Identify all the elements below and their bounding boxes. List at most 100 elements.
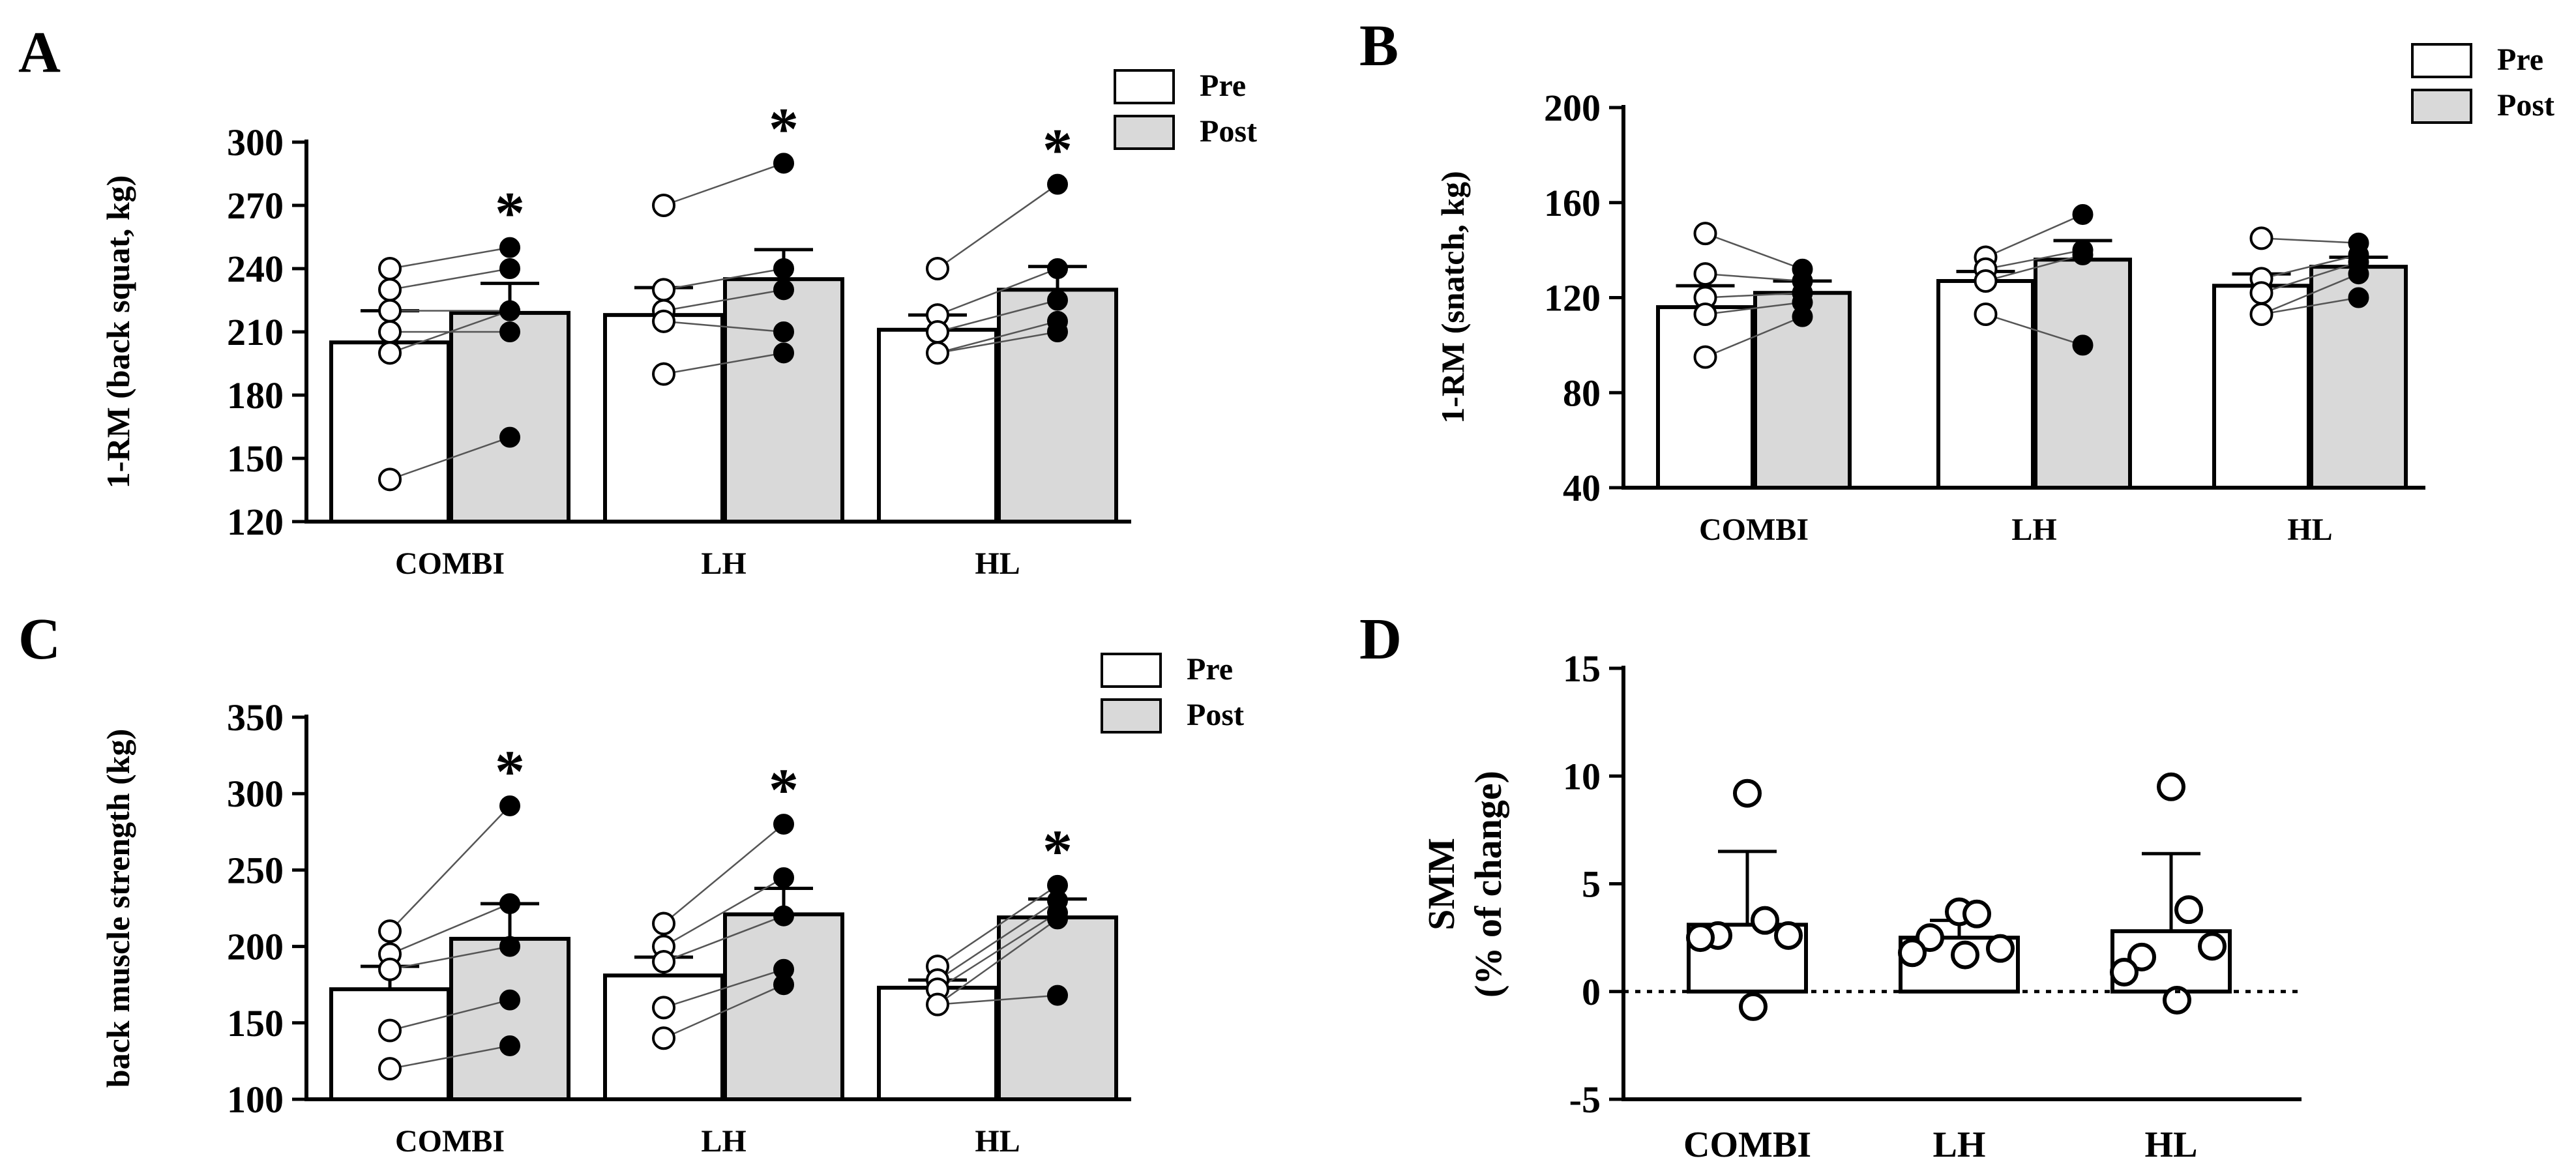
y-tick-label: 240	[227, 248, 284, 290]
bar-post	[997, 915, 1118, 1101]
subject-line	[1705, 291, 1803, 299]
post-point	[773, 867, 794, 889]
subject-line	[1705, 301, 1803, 316]
post-point	[499, 936, 520, 957]
legend-pre-swatch	[2411, 43, 2472, 78]
subject-line	[937, 884, 1058, 968]
post-point	[773, 279, 794, 301]
bar-post	[2034, 258, 2132, 490]
post-point	[499, 893, 520, 914]
x-tick-label: COMBI	[1699, 512, 1809, 547]
y-tick-label: 40	[1563, 467, 1601, 509]
post-point	[2348, 263, 2369, 285]
subject-line	[937, 912, 1058, 990]
post-point	[499, 1035, 520, 1056]
subject-line	[663, 320, 784, 333]
y-tick-label: 200	[1544, 87, 1601, 129]
x-tick-label: HL	[2287, 512, 2332, 547]
y-tick-label: 150	[227, 1002, 284, 1045]
subject-line	[663, 352, 784, 375]
x-tick-label: COMBI	[1683, 1125, 1811, 1165]
panel-c-letter: C	[18, 607, 61, 672]
smm-point	[2174, 895, 2203, 925]
post-point	[2072, 334, 2094, 356]
y-tick-label: 300	[227, 121, 284, 164]
y-tick-label: 120	[1544, 277, 1601, 319]
legend-pre-swatch	[1101, 653, 1162, 688]
post-point	[773, 258, 794, 279]
post-point	[1047, 289, 1068, 311]
legend-pre-label: Pre	[1187, 652, 1233, 687]
subject-line	[2261, 261, 2359, 294]
subject-line	[937, 994, 1058, 1005]
pre-point	[652, 912, 675, 936]
pre-point	[652, 1026, 675, 1050]
smm-point	[1898, 938, 1927, 968]
subject-line	[663, 289, 784, 312]
y-axis-label: SMM	[1420, 838, 1462, 930]
x-tick-label: LH	[1933, 1125, 1986, 1165]
bar-post	[723, 277, 844, 524]
subject-line	[663, 984, 784, 1039]
pre-point	[378, 467, 402, 492]
subject-line	[389, 902, 511, 955]
subject-line	[1985, 213, 2084, 258]
panel-c-chart: C 100 150 200 250 300 350 back muscle strength…	[18, 607, 1244, 1159]
y-tick-label: 15	[1563, 647, 1601, 690]
pre-point	[652, 278, 675, 302]
smm-point	[1739, 992, 1768, 1021]
smm-point	[1733, 778, 1762, 808]
y-tick-label: 300	[227, 773, 284, 815]
pre-point	[652, 309, 675, 333]
smm-point	[1951, 940, 1979, 970]
subject-line	[2261, 273, 2359, 316]
x-tick-label: HL	[2145, 1125, 2198, 1165]
post-point	[499, 258, 520, 279]
subject-line	[663, 823, 784, 925]
pre-point	[1693, 345, 1717, 369]
post-point	[499, 321, 520, 342]
subject-line	[1985, 313, 2083, 346]
y-tick-label: 80	[1563, 372, 1601, 414]
subject-line	[1705, 232, 1803, 270]
y-tick-label: 200	[227, 926, 284, 968]
smm-point	[2198, 932, 2227, 961]
bar-pre	[1656, 305, 1754, 490]
x-tick-label: COMBI	[395, 1124, 505, 1159]
pre-point	[378, 957, 402, 981]
post-point	[2072, 244, 2094, 265]
subject-line	[937, 183, 1058, 270]
legend-post-swatch	[2411, 89, 2472, 124]
panel-a-chart: A 120 150 180 210 240 270 300 1-RM (back squat,…	[18, 20, 1257, 581]
post-point	[1047, 258, 1068, 279]
post-point	[499, 426, 520, 448]
post-point	[1047, 321, 1068, 342]
smm-point	[2163, 985, 2191, 1015]
subject-line	[937, 267, 1058, 316]
y-tick-label: 0	[1582, 971, 1601, 1013]
post-point	[1047, 173, 1068, 195]
y-axis-label: back muscle strength (kg)	[100, 729, 136, 1088]
pre-point	[1693, 303, 1717, 327]
legend-post-label: Post	[1200, 114, 1257, 149]
smm-point	[1962, 899, 1991, 928]
post-point	[1047, 908, 1068, 930]
smm-point	[1986, 934, 2015, 963]
post-point	[773, 814, 794, 835]
pre-point	[926, 341, 949, 365]
panel-d-letter: D	[1359, 607, 1402, 672]
y-tick-label: 250	[227, 849, 284, 891]
subject-line	[937, 299, 1058, 333]
panel-d-chart: D -5 0 5 10 15 SMM (% of change) COMBI LH HL	[1359, 607, 2302, 1165]
x-tick-label: LH	[701, 546, 746, 581]
legend-pre-swatch	[1114, 69, 1175, 104]
x-tick-label: LH	[701, 1124, 746, 1159]
post-point	[773, 342, 794, 364]
bar-pre	[329, 987, 451, 1102]
subject-line	[389, 945, 511, 970]
pre-point	[378, 1057, 402, 1081]
y-tick-label: 150	[227, 437, 284, 480]
smm-point	[2157, 772, 2185, 801]
x-tick-label: HL	[975, 546, 1020, 581]
x-tick-label: COMBI	[395, 546, 505, 581]
